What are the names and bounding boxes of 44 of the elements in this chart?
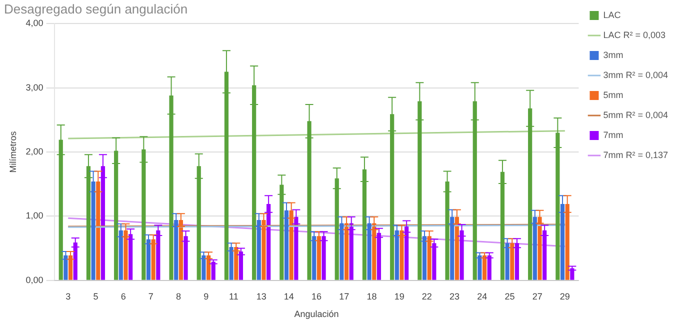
- y-tick-label: 2,00: [26, 146, 44, 156]
- x-tick-label: 17: [339, 291, 350, 302]
- legend-label: 5mm: [603, 90, 624, 100]
- y-tick-label: 4,00: [26, 18, 44, 28]
- legend-label: 5mm R² = 0,004: [603, 110, 668, 120]
- legend-label: 7mm R² = 0,137: [603, 150, 668, 160]
- y-tick-label: 3,00: [26, 82, 44, 92]
- bar: [432, 243, 436, 280]
- bar: [202, 255, 206, 280]
- y-tick-label: 1,00: [26, 210, 44, 221]
- x-tick-label: 14: [284, 291, 294, 302]
- x-tick-label: 18: [366, 291, 377, 302]
- x-tick-label: 27: [532, 291, 542, 302]
- bar: [482, 255, 487, 280]
- x-tick-label: 9: [204, 291, 209, 302]
- bar: [68, 255, 73, 280]
- x-tick-label: 22: [422, 291, 432, 302]
- chart-title: Desagregado según angulación: [4, 1, 188, 16]
- bar: [478, 255, 482, 280]
- bar: [238, 252, 244, 280]
- x-tick-label: 19: [394, 291, 404, 302]
- x-tick-label: 29: [560, 291, 570, 302]
- bar: [64, 255, 68, 280]
- bar: [211, 262, 216, 280]
- x-tick-label: 23: [450, 291, 460, 302]
- legend-label: LAC R² = 0,003: [603, 30, 666, 40]
- x-tick-label: 13: [256, 291, 266, 302]
- x-tick-label: 24: [477, 291, 488, 302]
- y-tick-label: 0,00: [26, 274, 44, 285]
- x-tick-label: 8: [176, 291, 182, 302]
- legend-label: 3mm: [603, 50, 624, 60]
- x-tick-label: 11: [229, 291, 238, 302]
- x-tick-label: 6: [120, 291, 126, 302]
- legend-label: 3mm R² = 0,004: [603, 70, 668, 80]
- x-tick-label: 16: [312, 291, 322, 302]
- bar: [487, 255, 492, 280]
- legend-label: LAC: [603, 10, 622, 20]
- x-axis-title: Angulación: [294, 309, 339, 320]
- x-tick-label: 7: [148, 291, 154, 302]
- x-tick-label: 3: [66, 291, 71, 302]
- x-tick-label: 5: [93, 291, 98, 302]
- y-axis-title: Milímetros: [8, 130, 18, 173]
- legend-label: 7mm: [603, 130, 624, 140]
- x-tick-label: 25: [504, 291, 515, 302]
